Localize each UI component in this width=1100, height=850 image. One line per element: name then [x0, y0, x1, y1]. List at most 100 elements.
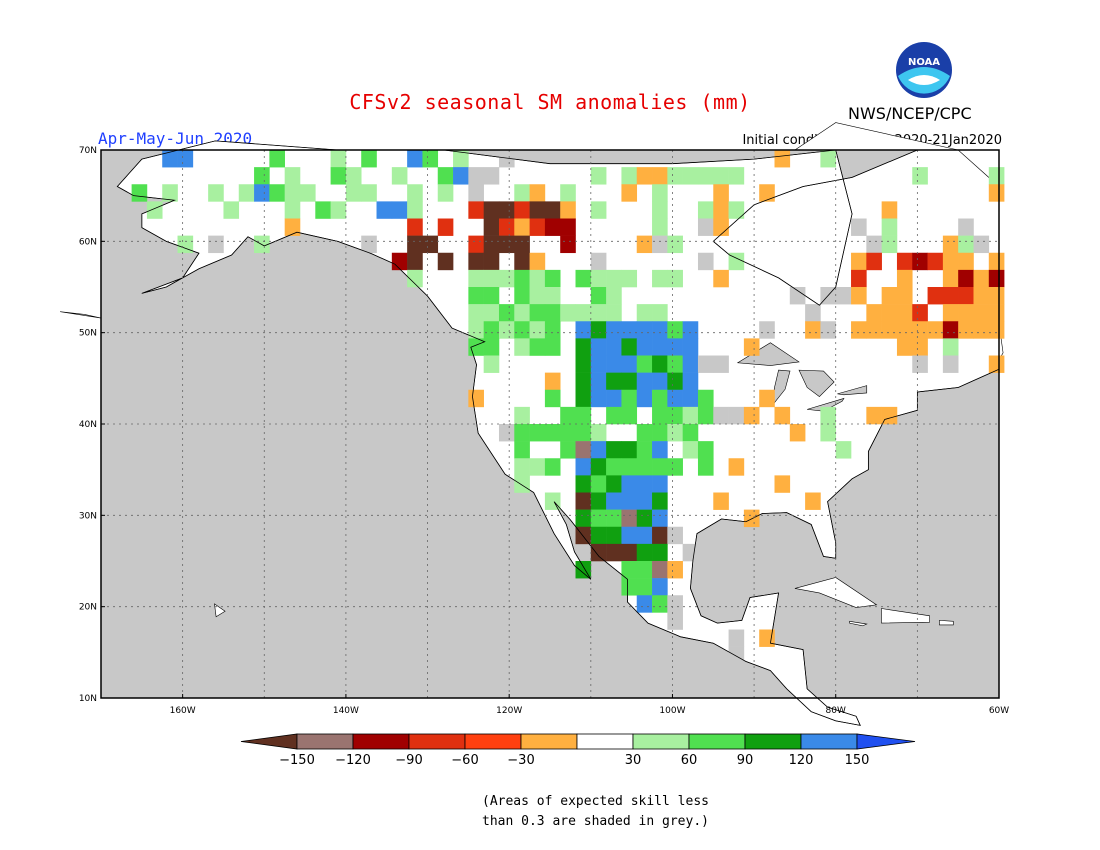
- lat-tick-label: 20N: [79, 603, 97, 613]
- anomaly-cell: [529, 458, 546, 476]
- anomaly-cell: [590, 526, 607, 545]
- anomaly-cell: [437, 218, 454, 236]
- anomaly-cell: [667, 526, 683, 545]
- anomaly-cell: [590, 492, 607, 510]
- anomaly-cell: [973, 321, 990, 339]
- anomaly-cell: [636, 475, 653, 493]
- anomaly-cell: [269, 150, 285, 168]
- anomaly-cell: [575, 321, 592, 339]
- anomaly-cell: [896, 252, 913, 271]
- anomaly-cell: [697, 167, 714, 185]
- anomaly-cell: [652, 167, 668, 185]
- anomaly-cell: [988, 355, 1005, 373]
- anomaly-cell: [131, 184, 148, 202]
- anomaly-cell: [942, 252, 959, 271]
- anomaly-cell: [621, 526, 638, 545]
- anomaly-cell: [621, 338, 638, 356]
- anomaly-cell: [544, 492, 561, 510]
- anomaly-cell: [606, 269, 622, 288]
- anomaly-cell: [958, 321, 974, 339]
- anomaly-cell: [636, 304, 653, 322]
- anomaly-cell: [988, 321, 1005, 339]
- anomaly-cell: [529, 201, 546, 219]
- great-lake-3: [807, 397, 845, 412]
- anomaly-cell: [988, 304, 1005, 322]
- anomaly-cell: [514, 201, 530, 219]
- latitude-labels: 10N 20N 30N 40N 50N 60N 70N: [79, 146, 105, 704]
- anomaly-cell: [590, 321, 607, 339]
- anomaly-cell: [330, 150, 347, 168]
- anomaly-cell: [514, 269, 530, 288]
- anomaly-cell: [544, 218, 561, 236]
- anomaly-cell: [774, 475, 791, 493]
- anomaly-cell: [254, 167, 270, 185]
- anomaly-cell: [590, 389, 607, 408]
- anomaly-cell: [575, 492, 592, 510]
- anomaly-cell: [958, 218, 974, 236]
- anomaly-cell: [652, 269, 668, 288]
- anomaly-cell: [866, 252, 882, 271]
- anomaly-cell: [514, 424, 530, 442]
- chart-title: CFSv2 seasonal SM anomalies (mm): [349, 90, 751, 114]
- anomaly-cell: [789, 287, 806, 305]
- anomaly-cell: [606, 287, 622, 305]
- anomaly-cell: [805, 321, 821, 339]
- anomaly-cell: [453, 150, 469, 168]
- anomaly-cell: [483, 355, 500, 373]
- anomaly-cell: [713, 492, 729, 510]
- anomaly-cell: [529, 218, 546, 236]
- colorbar-low-arrow: [240, 733, 298, 750]
- anomaly-cell: [544, 201, 561, 219]
- anomaly-cell: [590, 372, 607, 391]
- anomaly-cell: [590, 458, 607, 476]
- anomaly-cell: [529, 304, 546, 322]
- agency-label: NWS/NCEP/CPC: [848, 104, 972, 123]
- anomaly-cell: [560, 201, 576, 219]
- anomaly-cell: [682, 321, 699, 339]
- anomaly-cell: [682, 389, 699, 408]
- noaa-logo: NOAA: [896, 42, 952, 98]
- anomaly-cell: [606, 475, 622, 493]
- anomaly-cell: [560, 218, 576, 236]
- anomaly-cell: [667, 235, 683, 254]
- anomaly-cell: [636, 372, 653, 391]
- anomaly-cell: [697, 252, 714, 271]
- anomaly-cell: [162, 150, 178, 168]
- anomaly-cell: [652, 372, 668, 391]
- anomaly-cell: [820, 150, 837, 168]
- anomaly-cell: [498, 321, 515, 339]
- color-bar: −150 −120 −90 −60 −30 30 60 90 120 150: [240, 733, 916, 768]
- anomaly-cell: [606, 406, 622, 425]
- anomaly-cell: [422, 235, 439, 254]
- anomaly-cell: [927, 287, 944, 305]
- anomaly-cell: [606, 338, 622, 356]
- anomaly-cell: [958, 252, 974, 271]
- anomaly-cell: [575, 269, 592, 288]
- anomaly-cell: [636, 424, 653, 442]
- anomaly-cell: [789, 424, 806, 442]
- anomaly-cell: [713, 355, 729, 373]
- anomaly-cell: [835, 287, 852, 305]
- anomaly-cell: [958, 235, 974, 254]
- anomaly-cell: [514, 287, 530, 305]
- colorbar-swatch: [688, 733, 746, 750]
- anomaly-cell: [590, 304, 607, 322]
- anomaly-cell: [652, 406, 668, 425]
- anomaly-cell: [514, 406, 530, 425]
- anomaly-cell: [483, 201, 500, 219]
- anomaly-cell: [560, 424, 576, 442]
- anomaly-cell: [743, 509, 760, 528]
- lat-tick-label: 60N: [79, 237, 97, 247]
- anomaly-cell: [345, 184, 362, 202]
- anomaly-cell: [238, 184, 255, 202]
- anomaly-cell: [728, 167, 745, 185]
- anomaly-cell: [407, 235, 423, 254]
- anomaly-cell: [606, 458, 622, 476]
- colorbar-label: 60: [681, 753, 698, 768]
- anomaly-cell: [514, 458, 530, 476]
- anomaly-cell: [652, 235, 668, 254]
- anomaly-cell: [162, 184, 178, 202]
- anomaly-cell: [514, 338, 530, 356]
- anomaly-cell: [590, 441, 607, 459]
- anomaly-cell: [621, 355, 638, 373]
